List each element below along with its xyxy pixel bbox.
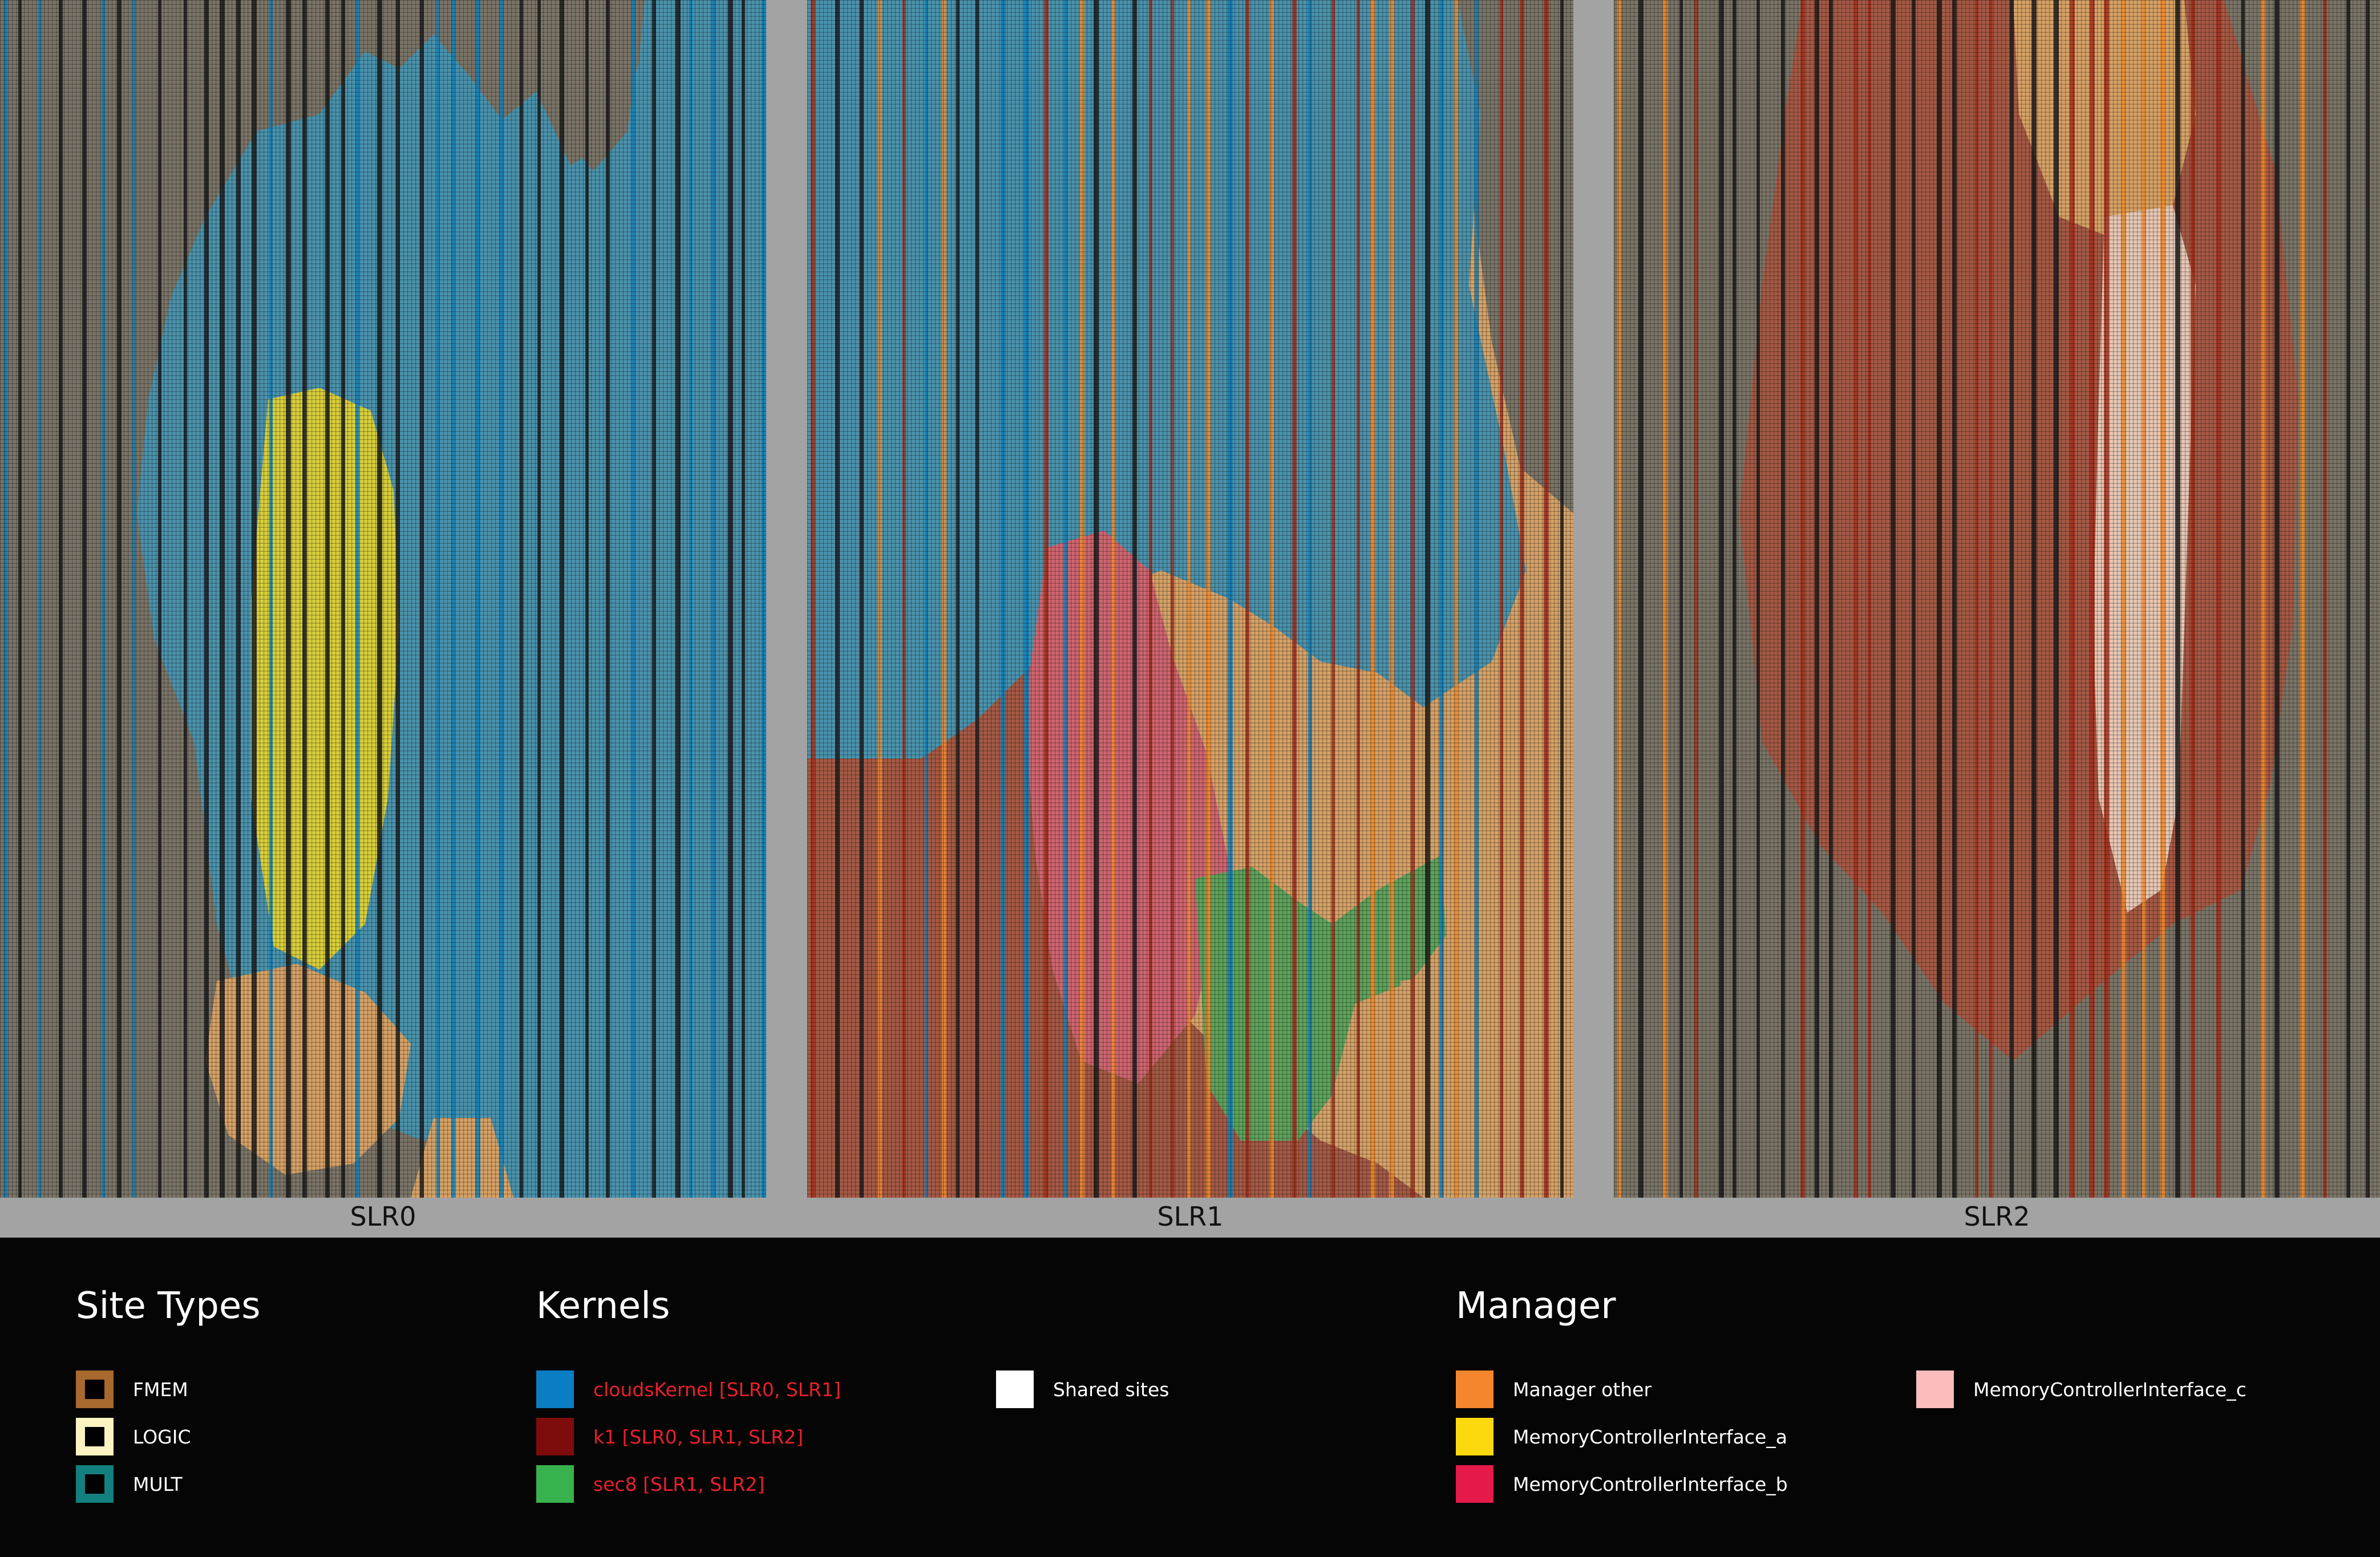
k1-swatch bbox=[536, 1418, 574, 1455]
slr2-site-grid bbox=[1614, 0, 2380, 1198]
legend-label: sec8 [SLR1, SLR2] bbox=[593, 1473, 765, 1495]
legend-label: MULT bbox=[133, 1473, 183, 1495]
manager-other-swatch bbox=[1456, 1371, 1493, 1408]
legend-label: Shared sites bbox=[1053, 1378, 1169, 1401]
legend-label: FMEM bbox=[133, 1378, 188, 1401]
mci-c-swatch bbox=[1916, 1371, 1954, 1408]
legend-item-mci-b: MemoryControllerInterface_b bbox=[1456, 1465, 1788, 1503]
legend-label: MemoryControllerInterface_c bbox=[1973, 1378, 2247, 1401]
legend-item-cloudskernel: cloudsKernel [SLR0, SLR1] bbox=[536, 1371, 841, 1408]
slr0-floorplan bbox=[0, 0, 766, 1198]
legend-item-shared-sites: Shared sites bbox=[996, 1371, 1169, 1408]
legend-label: Manager other bbox=[1513, 1378, 1652, 1401]
panel-label-slr2: SLR2 bbox=[1964, 1201, 2030, 1232]
legend-label: LOGIC bbox=[133, 1425, 191, 1448]
floorplan-panels: SLR0 SLR1 SLR2 bbox=[0, 0, 2380, 1232]
slr2-map bbox=[1614, 0, 2380, 1198]
mci-a-swatch bbox=[1456, 1418, 1493, 1455]
slr1-site-grid bbox=[807, 0, 1573, 1198]
sec8-swatch bbox=[536, 1465, 574, 1503]
shared-sites-swatch bbox=[996, 1371, 1034, 1408]
legend-label: MemoryControllerInterface_b bbox=[1513, 1473, 1788, 1495]
mult-swatch bbox=[76, 1465, 114, 1503]
slr0-site-grid bbox=[0, 0, 766, 1198]
legend-item-mult: MULT bbox=[76, 1465, 183, 1503]
slr0-map bbox=[0, 0, 766, 1198]
legend-item-mci-c: MemoryControllerInterface_c bbox=[1916, 1371, 2247, 1408]
slr1-map bbox=[807, 0, 1573, 1198]
slr2-floorplan bbox=[1614, 0, 2380, 1198]
legend-label: k1 [SLR0, SLR1, SLR2] bbox=[593, 1425, 804, 1448]
legend-item-mci-a: MemoryControllerInterface_a bbox=[1456, 1418, 1787, 1455]
legend-item-sec8: sec8 [SLR1, SLR2] bbox=[536, 1465, 764, 1503]
legend-item-logic: LOGIC bbox=[76, 1418, 191, 1455]
panel-label-slr1: SLR1 bbox=[1157, 1201, 1224, 1232]
cloudskernel-swatch bbox=[536, 1371, 574, 1408]
slr1-floorplan bbox=[807, 0, 1573, 1198]
mci-b-swatch bbox=[1456, 1465, 1493, 1503]
legend-item-manager-other: Manager other bbox=[1456, 1371, 1652, 1408]
legend-label: cloudsKernel [SLR0, SLR1] bbox=[593, 1378, 841, 1401]
legend-label: MemoryControllerInterface_a bbox=[1513, 1425, 1787, 1448]
logic-swatch bbox=[76, 1418, 114, 1455]
legend-item-fmem: FMEM bbox=[76, 1371, 188, 1408]
legend: Site Types FMEM LOGIC MULT Kernels cloud… bbox=[0, 1238, 2380, 1557]
manager-heading: Manager bbox=[1456, 1285, 1616, 1327]
fmem-swatch bbox=[76, 1371, 114, 1408]
legend-item-k1: k1 [SLR0, SLR1, SLR2] bbox=[536, 1418, 803, 1455]
panel-label-slr0: SLR0 bbox=[350, 1201, 416, 1232]
kernels-heading: Kernels bbox=[536, 1285, 670, 1327]
site-types-heading: Site Types bbox=[76, 1285, 261, 1327]
